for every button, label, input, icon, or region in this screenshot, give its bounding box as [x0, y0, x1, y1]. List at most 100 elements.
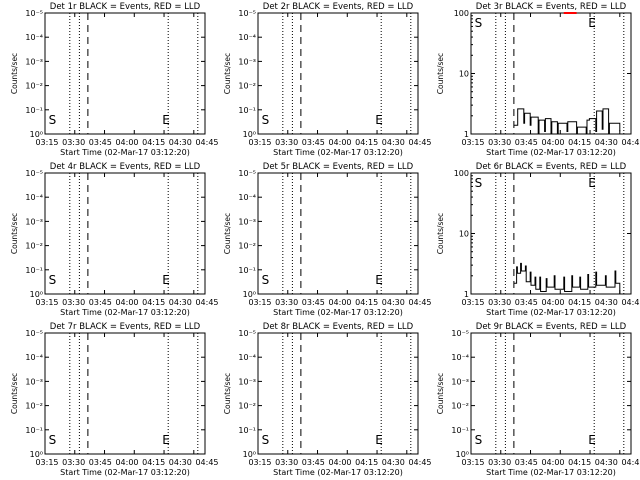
x-tick-label: 04:45	[621, 458, 640, 467]
x-tick-label: 03:30	[488, 298, 511, 307]
y-tick-label: 10⁻⁴	[238, 33, 256, 42]
plot-frame	[257, 12, 419, 135]
x-tick-label: 04:15	[142, 298, 165, 307]
x-tick-label: 03:15	[35, 138, 58, 147]
y-tick-label: 1	[464, 290, 469, 299]
panel-title: Det 7r BLACK = Events, RED = LLD	[50, 322, 201, 332]
end-label: E	[375, 433, 383, 447]
x-tick-label: 04:45	[408, 298, 431, 307]
x-tick-label: 04:30	[169, 458, 192, 467]
end-label: E	[588, 433, 596, 447]
y-axis-label: Counts/sec	[10, 213, 19, 254]
x-tick-label: 03:15	[35, 458, 58, 467]
panel-title: Det 9r BLACK = Events, RED = LLD	[476, 322, 627, 332]
x-tick-label: 03:45	[89, 138, 112, 147]
x-tick-label: 04:45	[195, 458, 218, 467]
x-tick-label: 03:45	[89, 298, 112, 307]
plot-frame	[470, 172, 632, 295]
y-axis-label: Counts/sec	[10, 373, 19, 414]
end-label: E	[375, 113, 383, 127]
x-tick-label: 03:30	[275, 458, 298, 467]
y-tick-label: 1	[464, 130, 469, 139]
y-tick-label: 10⁻⁴	[451, 353, 469, 362]
x-tick-label: 04:15	[142, 138, 165, 147]
y-tick-label: 10⁻⁴	[238, 353, 256, 362]
det-panel-9: Det 9r BLACK = Events, RED = LLD 10⁰ 10⁻¹ 1…	[436, 322, 640, 477]
panel-title: Det 8r BLACK = Events, RED = LLD	[263, 322, 414, 332]
y-axis-label: Counts/sec	[436, 53, 445, 94]
end-label: E	[588, 16, 596, 30]
x-tick-label: 03:45	[302, 298, 325, 307]
x-tick-label: 03:15	[461, 458, 484, 467]
y-tick-label: 10⁻⁵	[238, 329, 256, 338]
y-tick-label: 10⁻⁴	[25, 193, 43, 202]
y-tick-label: 10⁰	[243, 290, 256, 299]
x-tick-label: 04:00	[541, 458, 564, 467]
x-tick-label: 03:45	[89, 458, 112, 467]
y-axis-label: Counts/sec	[436, 213, 445, 254]
x-tick-label: 04:45	[195, 298, 218, 307]
x-tick-label: 04:45	[621, 138, 640, 147]
x-tick-label: 03:45	[515, 458, 538, 467]
plot-frame	[470, 12, 632, 135]
y-tick-label: 10⁻²	[25, 242, 43, 251]
x-tick-label: 04:00	[541, 298, 564, 307]
start-label: S	[49, 113, 57, 127]
x-tick-label: 04:15	[355, 138, 378, 147]
plot-frame	[257, 332, 419, 455]
y-tick-label: 10	[459, 70, 469, 79]
x-tick-label: 04:45	[195, 138, 218, 147]
y-tick-label: 10⁻⁵	[25, 9, 43, 18]
x-tick-label: 04:00	[328, 458, 351, 467]
x-tick-label: 04:00	[328, 298, 351, 307]
det-panel-2: Det 2r BLACK = Events, RED = LLD 10⁰ 10⁻¹ 1…	[223, 2, 432, 157]
x-axis-label: Start Time (02-Mar-17 03:12:20)	[486, 148, 616, 157]
y-tick-label: 10⁰	[243, 450, 256, 459]
series-line-1	[513, 262, 621, 294]
det-panel-4: Det 4r BLACK = Events, RED = LLD 10⁰ 10⁻¹ 1…	[10, 162, 219, 317]
y-tick-label: 10	[459, 230, 469, 239]
x-tick-label: 04:15	[568, 138, 591, 147]
x-tick-label: 03:15	[461, 298, 484, 307]
y-tick-label: 10⁻²	[238, 402, 256, 411]
end-label: E	[375, 273, 383, 287]
y-tick-label: 10⁻¹	[238, 106, 256, 115]
y-tick-label: 10⁻¹	[238, 266, 256, 275]
x-tick-label: 04:30	[595, 298, 618, 307]
y-tick-label: 10⁰	[456, 450, 469, 459]
y-tick-label: 10⁻³	[451, 377, 469, 386]
x-tick-label: 04:45	[408, 458, 431, 467]
end-label: E	[162, 113, 170, 127]
y-tick-label: 10⁻⁴	[238, 193, 256, 202]
x-tick-label: 03:15	[248, 138, 271, 147]
x-tick-label: 04:00	[115, 138, 138, 147]
y-tick-label: 10⁻³	[238, 377, 256, 386]
y-tick-label: 10⁻⁵	[238, 9, 256, 18]
x-tick-label: 04:15	[355, 458, 378, 467]
panel-title: Det 1r BLACK = Events, RED = LLD	[50, 2, 201, 12]
y-tick-label: 100	[454, 9, 469, 18]
start-label: S	[262, 113, 270, 127]
y-axis-label: Counts/sec	[10, 53, 19, 94]
plot-frame	[44, 12, 206, 135]
x-tick-label: 04:30	[382, 458, 405, 467]
y-tick-label: 10⁰	[30, 130, 43, 139]
y-axis-label: Counts/sec	[223, 53, 232, 94]
x-tick-label: 03:45	[515, 298, 538, 307]
y-tick-label: 10⁻⁴	[25, 353, 43, 362]
x-tick-label: 04:15	[568, 458, 591, 467]
x-tick-label: 03:45	[302, 138, 325, 147]
plot-frame	[44, 332, 206, 455]
det-panel-3: Det 3r BLACK = Events, RED = LLD 1 10 100 Co…	[436, 2, 640, 157]
x-tick-label: 04:45	[408, 138, 431, 147]
start-label: S	[475, 16, 483, 30]
x-tick-label: 03:15	[248, 458, 271, 467]
x-axis-label: Start Time (02-Mar-17 03:12:20)	[60, 308, 190, 317]
y-tick-label: 10⁻³	[25, 57, 43, 66]
y-tick-label: 10⁰	[30, 450, 43, 459]
x-tick-label: 03:30	[62, 458, 85, 467]
y-tick-label: 10⁻³	[25, 217, 43, 226]
start-label: S	[49, 433, 57, 447]
x-axis-label: Start Time (02-Mar-17 03:12:20)	[273, 148, 403, 157]
